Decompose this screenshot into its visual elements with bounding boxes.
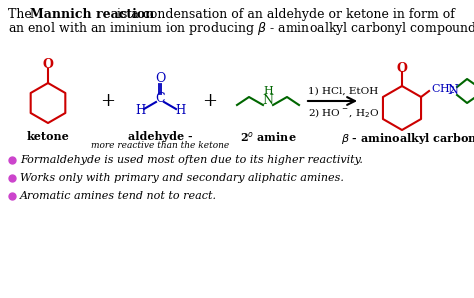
Text: The: The — [8, 8, 36, 21]
Text: +: + — [100, 92, 116, 110]
Text: more reactive than the ketone: more reactive than the ketone — [91, 141, 229, 150]
Text: 2$^o$ amine: 2$^o$ amine — [240, 131, 296, 145]
Text: aldehyde -: aldehyde - — [128, 131, 192, 142]
Text: 1) HCl, EtOH: 1) HCl, EtOH — [308, 87, 378, 96]
Text: O: O — [155, 72, 165, 86]
Text: +: + — [202, 92, 218, 110]
Text: Mannich reaction: Mannich reaction — [30, 8, 154, 21]
Text: Aromatic amines tend not to react.: Aromatic amines tend not to react. — [20, 191, 217, 201]
Text: N: N — [263, 94, 273, 108]
Text: an enol with an iminium ion producing $\beta$ - aminoalkyl carbonyl compounds.: an enol with an iminium ion producing $\… — [8, 20, 474, 37]
Text: H: H — [263, 86, 273, 96]
Text: O: O — [397, 61, 408, 74]
Text: Formaldehyde is used most often due to its higher reactivity.: Formaldehyde is used most often due to i… — [20, 155, 363, 165]
Text: N: N — [447, 85, 458, 97]
Text: H: H — [175, 105, 185, 117]
Text: ketone: ketone — [27, 131, 69, 142]
Text: $\beta$ - aminoalkyl carbonyl: $\beta$ - aminoalkyl carbonyl — [341, 131, 474, 146]
Text: CH$_2$: CH$_2$ — [431, 82, 456, 96]
Text: is a condensation of an aldehyde or ketone in form of: is a condensation of an aldehyde or keto… — [113, 8, 455, 21]
Text: 2) HO$^-$, H$_2$O: 2) HO$^-$, H$_2$O — [308, 106, 380, 119]
Text: H: H — [135, 105, 145, 117]
Text: C: C — [155, 91, 165, 105]
Text: O: O — [43, 58, 54, 72]
Text: Works only with primary and secondary aliphatic amines.: Works only with primary and secondary al… — [20, 173, 344, 183]
